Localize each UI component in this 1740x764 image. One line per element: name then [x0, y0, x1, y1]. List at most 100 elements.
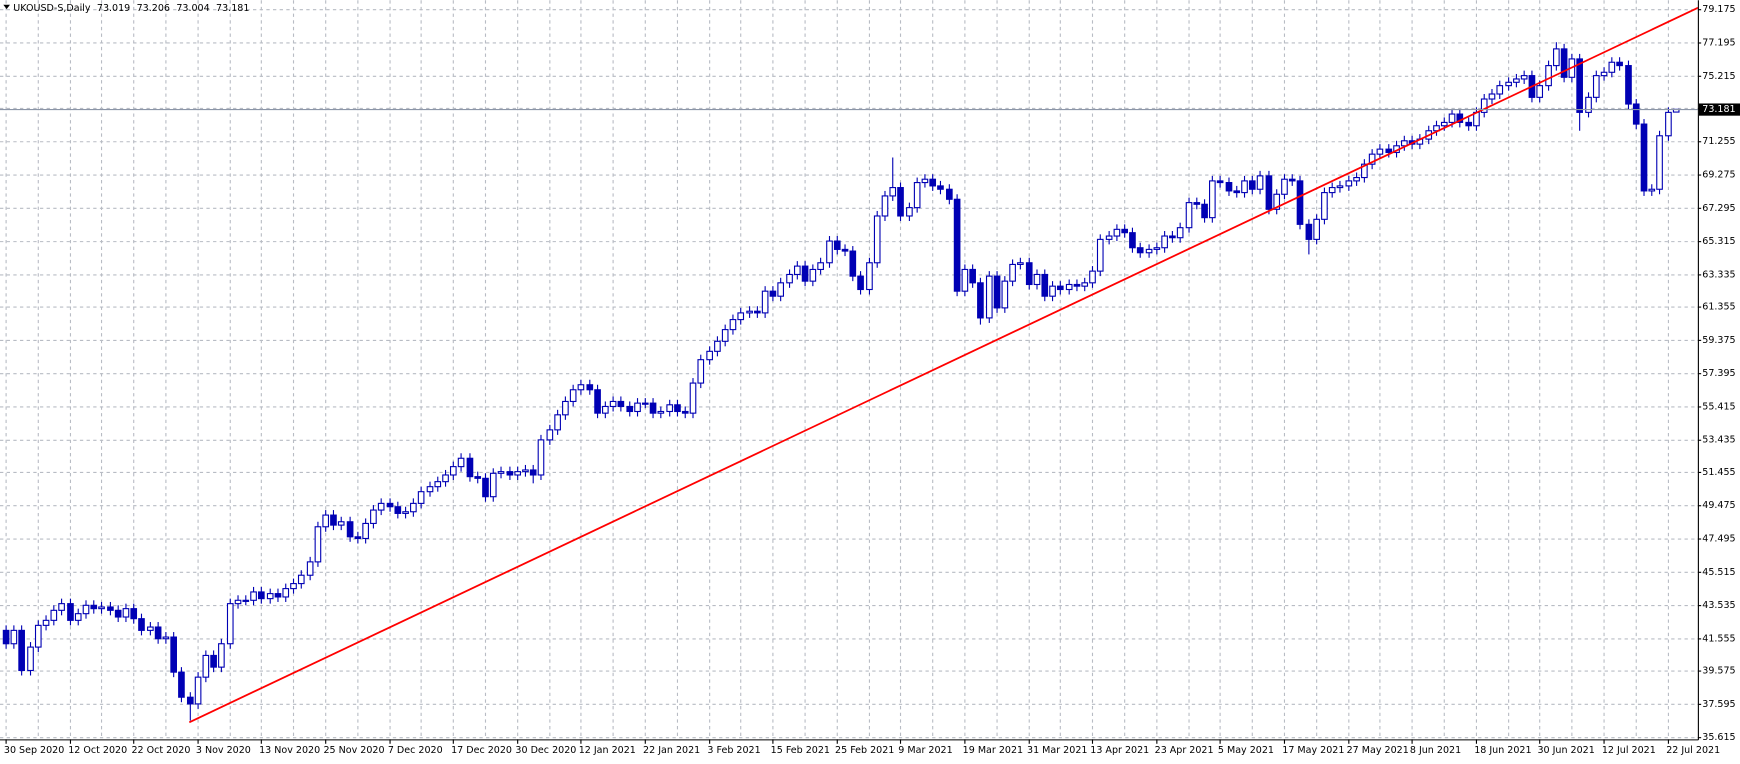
candle-body: [1640, 123, 1648, 192]
candle-body: [170, 636, 177, 673]
candle-body: [1632, 103, 1640, 125]
candle-body: [714, 340, 721, 352]
candle-body: [1136, 247, 1144, 254]
candle-body: [147, 626, 154, 631]
candle-body: [1448, 113, 1456, 123]
candle-body: [1321, 192, 1328, 220]
candle-body: [1361, 163, 1368, 179]
candle-body: [297, 574, 305, 585]
candle-body: [1161, 235, 1168, 249]
candle-body: [1145, 248, 1153, 254]
overlay: [0, 6, 1698, 724]
candle-body: [410, 502, 417, 513]
candle-body: [394, 506, 402, 514]
y-tick-label: 59.375: [1702, 335, 1735, 346]
candle-body: [826, 240, 833, 264]
candle-body: [609, 400, 617, 408]
y-tick-label: 63.335: [1702, 269, 1735, 280]
candle-body: [1017, 262, 1024, 265]
candle-body: [761, 290, 769, 314]
candle-body: [1073, 283, 1081, 287]
candle-body: [786, 273, 793, 284]
candle-body: [1513, 78, 1520, 83]
candle-body: [1089, 270, 1096, 284]
candle-body: [666, 404, 674, 413]
candle-body: [626, 405, 634, 413]
candle-body: [1241, 180, 1248, 194]
candle-body: [817, 262, 824, 271]
candle-body: [1113, 228, 1121, 237]
candle-body: [306, 561, 314, 576]
y-tick-label: 67.295: [1702, 203, 1735, 214]
candle-body: [833, 240, 841, 250]
candle-body: [242, 599, 250, 602]
candle-body: [1065, 283, 1073, 291]
y-tick-label: 61.355: [1702, 302, 1735, 313]
candle-body: [873, 215, 881, 264]
y-tick-label: 55.415: [1702, 401, 1735, 412]
candle-body: [522, 469, 529, 473]
candle-body: [985, 275, 993, 319]
candle-body: [154, 626, 162, 640]
candle-body: [1033, 273, 1041, 286]
candle-body: [386, 502, 394, 508]
candle-body: [569, 389, 577, 403]
candle-body: [754, 310, 761, 314]
chart-header: UKOUSD-S,Daily 73.019 73.206 73.004 73.1…: [13, 3, 249, 14]
candle-body: [2, 629, 10, 645]
candle-body: [897, 187, 904, 217]
candle-body: [946, 188, 953, 200]
candle-body: [506, 471, 514, 476]
candle-body: [1216, 180, 1224, 184]
candle-body: [234, 599, 242, 605]
candle-body: [777, 282, 784, 297]
x-tick-label: 12 Oct 2020: [68, 745, 127, 756]
candle-body: [1233, 190, 1241, 194]
candle-body: [1025, 262, 1033, 286]
candle-body: [194, 676, 202, 705]
candle-body: [1288, 178, 1296, 182]
y-tick-label: 49.475: [1702, 500, 1735, 511]
candle-body: [993, 275, 1001, 309]
candle-body: [1440, 121, 1448, 127]
candle-body: [1496, 85, 1504, 95]
candle-body: [537, 439, 545, 476]
candle-body: [1009, 263, 1016, 282]
candle-body: [706, 350, 713, 361]
y-tick-label: 39.575: [1702, 666, 1735, 677]
candle-body: [1536, 85, 1544, 98]
candle-body: [1105, 235, 1113, 240]
candle-body: [1328, 187, 1336, 194]
chart-title: UKOUSD-S,Daily: [13, 3, 91, 14]
candle-body: [210, 654, 217, 668]
header-arrow: [3, 4, 10, 10]
candle-body: [1665, 111, 1672, 137]
candle-body: [162, 636, 170, 640]
candle-body: [1313, 218, 1320, 240]
x-tick-label: 18 Jun 2021: [1474, 745, 1531, 756]
x-tick-label: 31 Mar 2021: [1027, 745, 1087, 756]
candle-body: [377, 502, 385, 511]
candle-body: [857, 275, 864, 291]
candle-body: [617, 400, 625, 408]
candle-body: [426, 486, 434, 493]
candle-body: [337, 521, 345, 526]
candle-body: [793, 265, 801, 276]
x-tick-label: 5 May 2021: [1218, 745, 1274, 756]
candle-body: [322, 514, 330, 528]
candle-body: [1201, 203, 1208, 219]
candle-body: [258, 591, 265, 600]
candle-body: [953, 198, 961, 292]
candle-body: [546, 429, 554, 441]
candle-body: [1248, 180, 1256, 190]
candle-body: [274, 593, 282, 598]
candle-body: [602, 405, 609, 414]
candle-body: [514, 471, 522, 476]
candle-body: [42, 619, 50, 626]
x-tick-label: 15 Feb 2021: [771, 745, 830, 756]
candle-body: [442, 474, 449, 483]
header-close: 73.181: [216, 3, 249, 14]
x-tick-label: 12 Jan 2021: [579, 745, 636, 756]
candle-body: [681, 410, 689, 414]
